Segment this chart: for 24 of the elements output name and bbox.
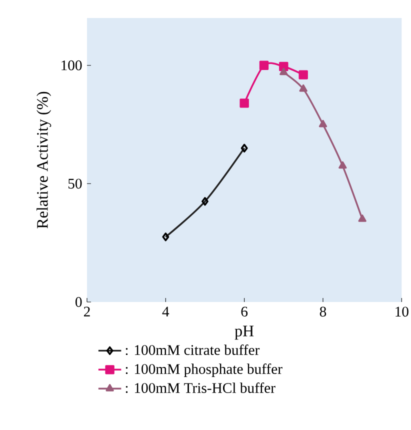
x-tick-label: 6 bbox=[241, 306, 248, 317]
x-axis-title: pH bbox=[234, 326, 254, 340]
point bbox=[259, 60, 269, 70]
legend-label: : 100mM phosphate buffer bbox=[126, 364, 282, 377]
legend-label: : 100mM citrate buffer bbox=[126, 344, 260, 356]
x-tick-label: 2 bbox=[84, 306, 90, 316]
y-tick-label: 50 bbox=[68, 178, 82, 189]
point bbox=[299, 84, 308, 92]
legend-label: : 100mM Tris-HCl buffer bbox=[126, 382, 276, 394]
point bbox=[298, 70, 308, 80]
y-tick-label: 0 bbox=[76, 297, 82, 307]
y-axis-title: Relative Activity (%) bbox=[36, 92, 52, 228]
y-tick-label: 100 bbox=[62, 60, 82, 70]
point bbox=[240, 98, 249, 108]
point bbox=[338, 161, 347, 169]
point bbox=[202, 197, 208, 206]
point bbox=[240, 144, 248, 153]
point bbox=[162, 232, 170, 242]
x-tick-label: 4 bbox=[162, 306, 170, 316]
point bbox=[280, 68, 288, 76]
point bbox=[318, 120, 328, 128]
x-tick-label: 8 bbox=[320, 306, 326, 317]
point bbox=[358, 214, 366, 222]
x-tick-label: 10 bbox=[396, 306, 408, 317]
